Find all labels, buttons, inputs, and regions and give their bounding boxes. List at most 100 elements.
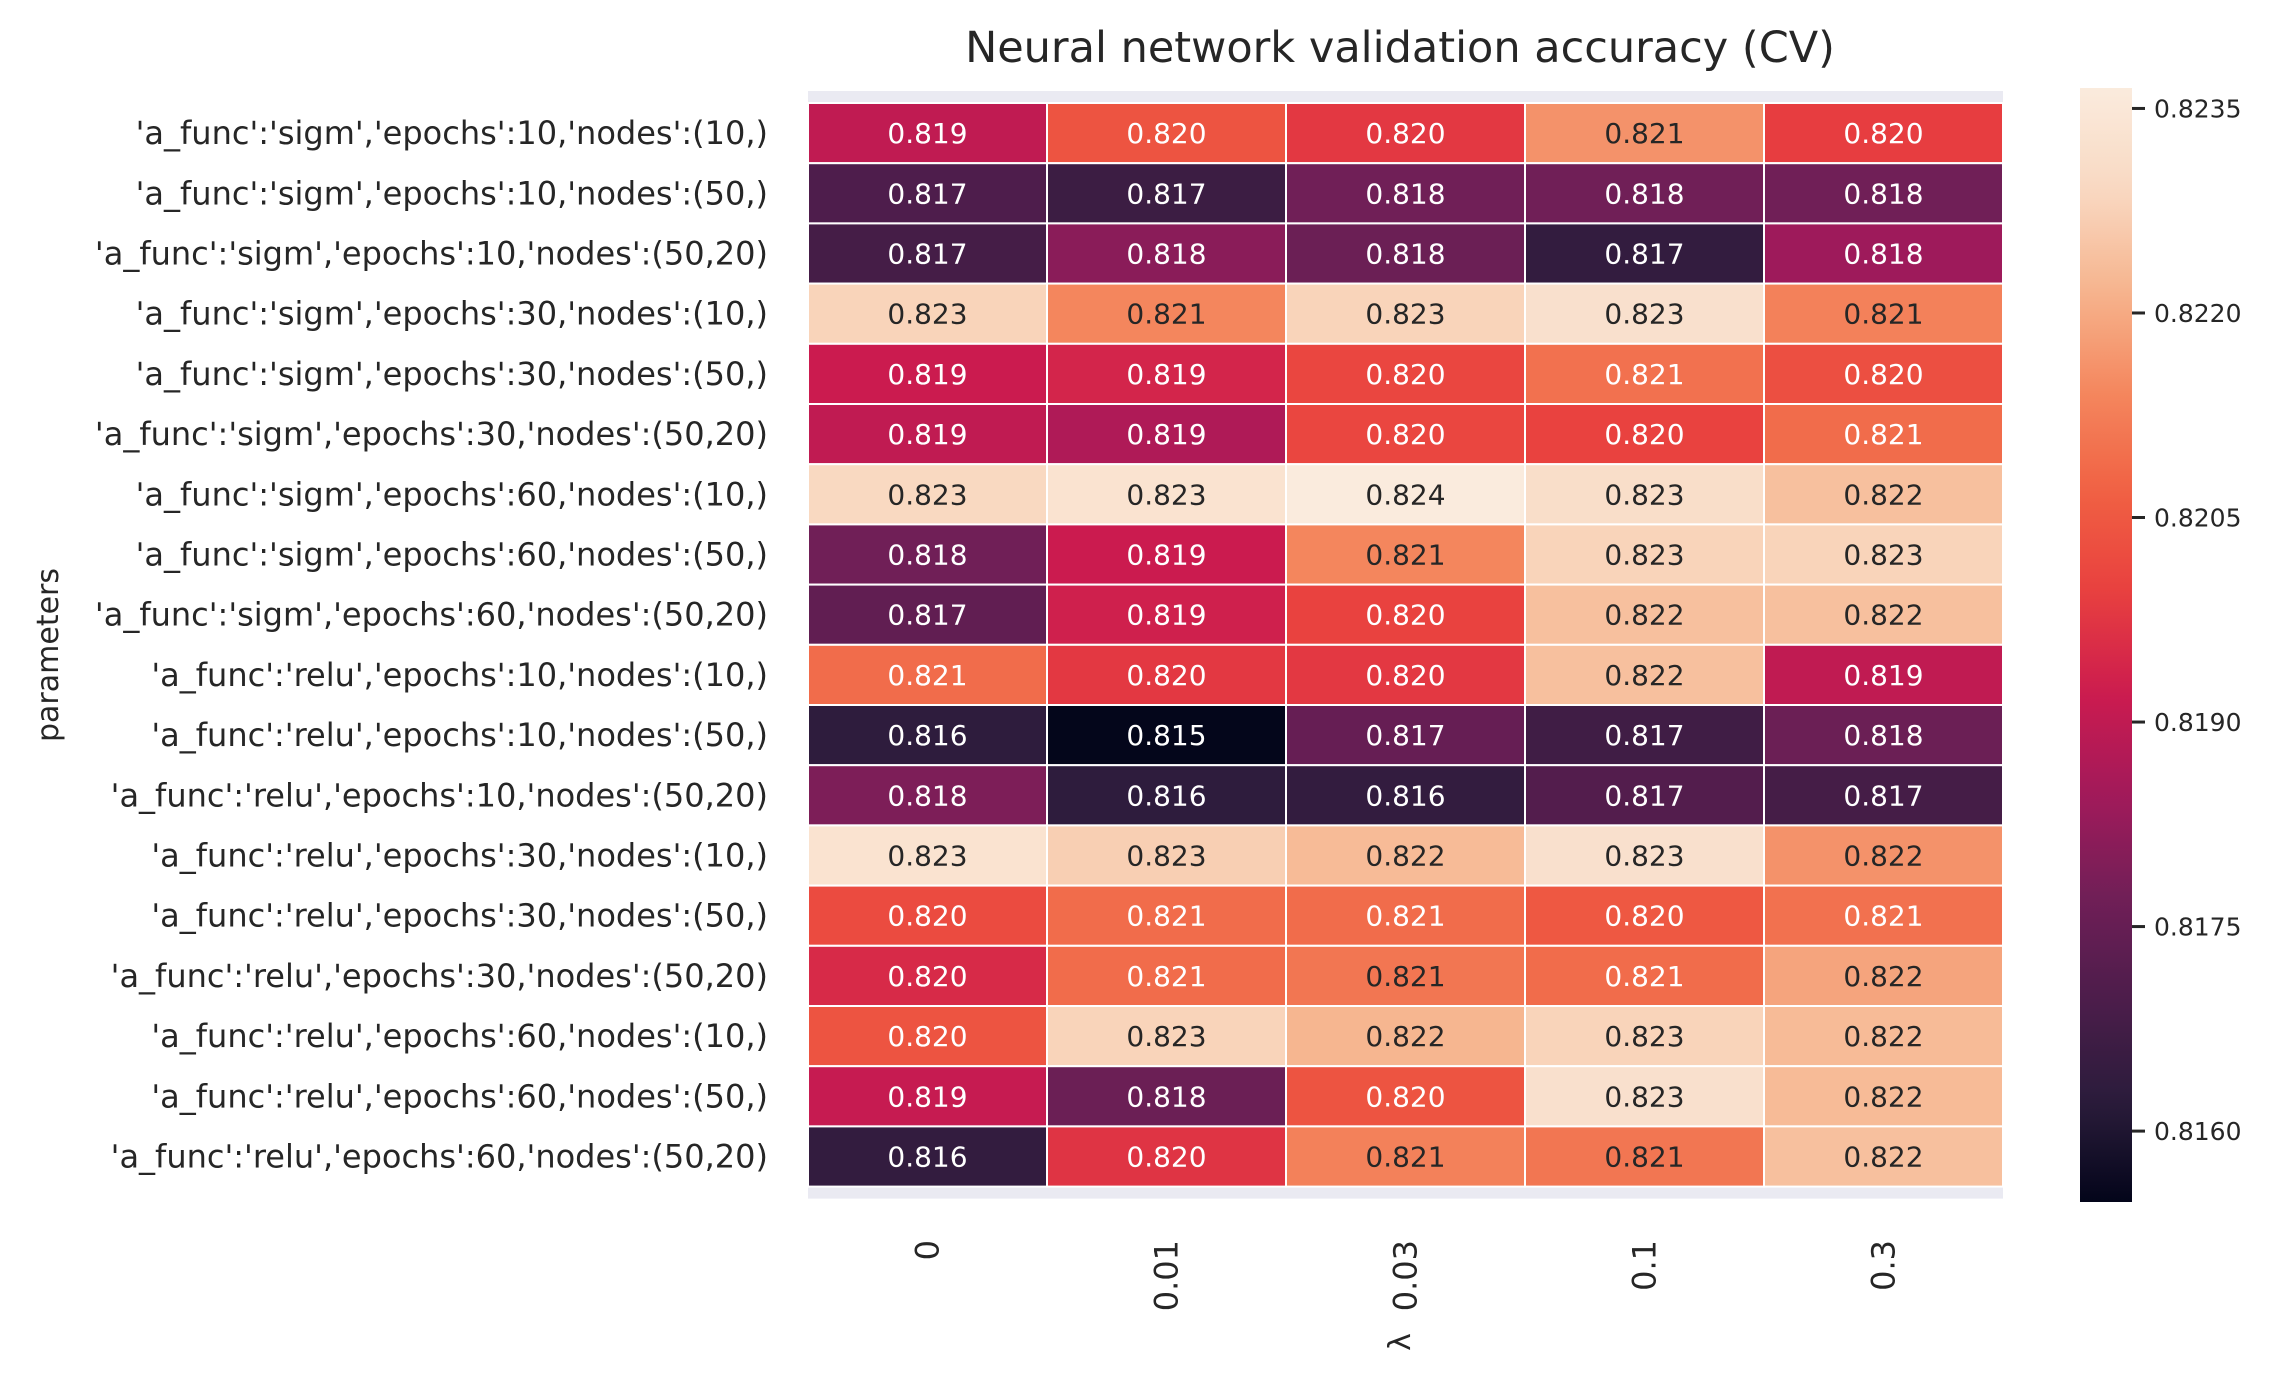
cell-value-label: 0.821 bbox=[1365, 539, 1445, 572]
cell-value-label: 0.816 bbox=[887, 1141, 967, 1174]
colorbar-tick-label: 0.8190 bbox=[2154, 708, 2241, 737]
cell-value-label: 0.818 bbox=[1126, 238, 1206, 271]
heatmap-cell bbox=[1524, 824, 1765, 887]
heatmap-cell bbox=[807, 342, 1048, 405]
y-tick-label: 'a_func':'relu','epochs':30,'nodes':(50,… bbox=[111, 957, 768, 995]
cell-value-label: 0.822 bbox=[1604, 599, 1684, 632]
cell-value-label: 0.820 bbox=[1365, 418, 1445, 451]
cell-value-label: 0.821 bbox=[1604, 117, 1684, 150]
heatmap-cell bbox=[1285, 1005, 1526, 1068]
y-axis-label: parameters bbox=[31, 568, 66, 742]
heatmap-cell bbox=[1046, 643, 1287, 706]
cell-value-label: 0.823 bbox=[1604, 539, 1684, 572]
heatmap-cell bbox=[1524, 523, 1765, 586]
cell-value-label: 0.820 bbox=[1126, 659, 1206, 692]
heatmap-cell bbox=[1285, 583, 1526, 646]
heatmap-cell bbox=[1763, 403, 2004, 466]
cell-value-label: 0.820 bbox=[1365, 1080, 1445, 1113]
cell-value-label: 0.822 bbox=[1843, 599, 1923, 632]
cell-value-label: 0.822 bbox=[1365, 840, 1445, 873]
cell-value-label: 0.823 bbox=[1604, 840, 1684, 873]
heatmap-cell bbox=[1285, 102, 1526, 165]
y-tick-label: 'a_func':'relu','epochs':60,'nodes':(10,… bbox=[151, 1017, 768, 1055]
heatmap-cell bbox=[1763, 944, 2004, 1007]
cell-value-label: 0.816 bbox=[1126, 779, 1206, 812]
heatmap-cell bbox=[807, 1065, 1048, 1128]
cell-value-label: 0.815 bbox=[1126, 719, 1206, 752]
heatmap-cell bbox=[1285, 282, 1526, 345]
cell-value-label: 0.824 bbox=[1365, 478, 1445, 511]
heatmap-cell bbox=[1763, 523, 2004, 586]
heatmap-cell bbox=[1524, 222, 1765, 285]
cell-value-label: 0.819 bbox=[1126, 539, 1206, 572]
cell-value-label: 0.820 bbox=[1365, 358, 1445, 391]
heatmap-cells bbox=[807, 102, 2004, 1188]
heatmap-cell bbox=[1285, 824, 1526, 887]
cell-value-label: 0.821 bbox=[1126, 960, 1206, 993]
cell-value-label: 0.817 bbox=[887, 177, 967, 210]
y-tick-label: 'a_func':'sigm','epochs':30,'nodes':(50,… bbox=[136, 355, 768, 393]
heatmap-cell bbox=[807, 403, 1048, 466]
heatmap-cell bbox=[1524, 583, 1765, 646]
heatmap-cell bbox=[1763, 1065, 2004, 1128]
y-tick-label: 'a_func':'sigm','epochs':60,'nodes':(50,… bbox=[95, 596, 768, 634]
cell-value-label: 0.821 bbox=[1604, 960, 1684, 993]
y-tick-label: 'a_func':'sigm','epochs':60,'nodes':(50,… bbox=[136, 536, 768, 574]
cell-value-label: 0.823 bbox=[1126, 478, 1206, 511]
y-tick-label: 'a_func':'relu','epochs':10,'nodes':(10,… bbox=[151, 656, 768, 694]
cell-value-label: 0.821 bbox=[1843, 418, 1923, 451]
cell-value-label: 0.821 bbox=[1365, 900, 1445, 933]
cell-value-label: 0.817 bbox=[1126, 177, 1206, 210]
cell-value-label: 0.820 bbox=[1126, 117, 1206, 150]
cell-value-label: 0.819 bbox=[1126, 599, 1206, 632]
cell-value-label: 0.820 bbox=[1365, 599, 1445, 632]
cell-value-label: 0.819 bbox=[887, 418, 967, 451]
heatmap-cell bbox=[1763, 1005, 2004, 1068]
cell-value-label: 0.818 bbox=[1843, 238, 1923, 271]
cell-value-label: 0.821 bbox=[1604, 358, 1684, 391]
cell-value-label: 0.820 bbox=[1604, 900, 1684, 933]
heatmap-cell bbox=[1046, 342, 1287, 405]
heatmap-cell bbox=[807, 463, 1048, 526]
x-tick-label: 0 bbox=[909, 1240, 947, 1260]
heatmap-cell bbox=[1524, 704, 1765, 767]
y-tick-label: 'a_func':'sigm','epochs':60,'nodes':(10,… bbox=[136, 475, 768, 513]
cell-value-label: 0.823 bbox=[887, 840, 967, 873]
cell-value-label: 0.817 bbox=[1365, 719, 1445, 752]
y-tick-label: 'a_func':'sigm','epochs':30,'nodes':(50,… bbox=[95, 415, 768, 453]
cell-value-label: 0.819 bbox=[887, 358, 967, 391]
heatmap-cell bbox=[1763, 643, 2004, 706]
heatmap-cell bbox=[1763, 704, 2004, 767]
y-tick-label: 'a_func':'relu','epochs':60,'nodes':(50,… bbox=[151, 1077, 768, 1115]
cell-value-label: 0.821 bbox=[1843, 900, 1923, 933]
colorbar-tick-label: 0.8205 bbox=[2154, 504, 2241, 533]
cell-value-label: 0.822 bbox=[1843, 1020, 1923, 1053]
cell-value-label: 0.820 bbox=[1365, 117, 1445, 150]
heatmap-cell bbox=[1524, 764, 1765, 827]
cell-value-label: 0.821 bbox=[1365, 1141, 1445, 1174]
heatmap-cell bbox=[1763, 1125, 2004, 1188]
heatmap-cell bbox=[1285, 222, 1526, 285]
y-tick-label: 'a_func':'sigm','epochs':10,'nodes':(50,… bbox=[95, 235, 768, 273]
cell-value-label: 0.823 bbox=[1365, 298, 1445, 331]
x-tick-label: 0.3 bbox=[1865, 1240, 1903, 1291]
y-tick-label: 'a_func':'relu','epochs':10,'nodes':(50,… bbox=[111, 776, 768, 814]
cell-value-label: 0.818 bbox=[887, 779, 967, 812]
heatmap-cell bbox=[1285, 342, 1526, 405]
cell-value-label: 0.823 bbox=[1126, 840, 1206, 873]
heatmap-cell bbox=[807, 704, 1048, 767]
cell-value-label: 0.818 bbox=[1604, 177, 1684, 210]
colorbar-tick-label: 0.8235 bbox=[2154, 94, 2241, 123]
heatmap-cell bbox=[1524, 342, 1765, 405]
cell-value-label: 0.822 bbox=[1843, 478, 1923, 511]
cell-value-label: 0.823 bbox=[887, 298, 967, 331]
cell-value-label: 0.817 bbox=[887, 599, 967, 632]
cell-value-label: 0.823 bbox=[1604, 1080, 1684, 1113]
x-tick-label: 0.01 bbox=[1148, 1240, 1186, 1311]
cell-value-label: 0.822 bbox=[1604, 659, 1684, 692]
heatmap-cell bbox=[807, 643, 1048, 706]
heatmap-cell bbox=[1763, 222, 2004, 285]
heatmap-cell bbox=[1046, 824, 1287, 887]
y-tick-label: 'a_func':'relu','epochs':60,'nodes':(50,… bbox=[111, 1138, 768, 1176]
cell-value-label: 0.819 bbox=[1126, 358, 1206, 391]
